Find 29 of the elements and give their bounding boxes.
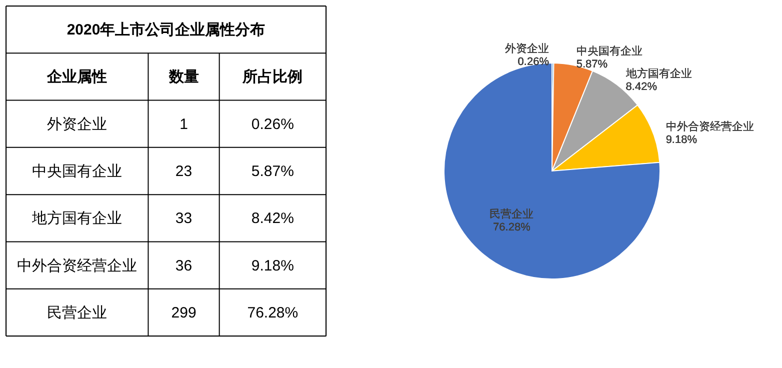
data-label: 0.26%	[518, 56, 550, 68]
text: 36	[175, 257, 192, 274]
text: 299	[171, 304, 196, 322]
text: 地方国有企业	[31, 210, 122, 228]
text: 1	[180, 116, 188, 133]
text: 外资企业	[47, 116, 108, 133]
slice-label: 中央国有企业	[576, 44, 642, 58]
text: 0.26%	[251, 116, 294, 133]
text: 民营企业	[47, 304, 108, 322]
text: 5.87%	[251, 163, 294, 180]
text: 9.18%	[251, 257, 294, 274]
text: 企业属性	[46, 68, 108, 86]
text: 2020年上市公司企业属性分布	[66, 20, 266, 39]
text: 8.42%	[251, 210, 294, 228]
text: 23	[175, 163, 192, 180]
slice-label: 中外合资经营企业	[666, 120, 754, 134]
data-label: 9.18%	[666, 134, 698, 146]
text: 数量	[168, 68, 199, 86]
text: 33	[175, 210, 192, 228]
slice-label: 民营企业	[490, 208, 534, 221]
text: 中外合资经营企业	[17, 257, 138, 274]
data-label: 8.42%	[626, 80, 658, 93]
data-label: 76.28%	[493, 222, 531, 234]
slice-label: 外资企业	[504, 42, 549, 56]
text: 所占比例	[242, 68, 303, 86]
slice-label: 地方国有企业	[624, 66, 692, 80]
text: 76.28%	[247, 304, 298, 322]
data-label: 5.87%	[576, 58, 608, 70]
text: 中央国有企业	[32, 163, 122, 180]
